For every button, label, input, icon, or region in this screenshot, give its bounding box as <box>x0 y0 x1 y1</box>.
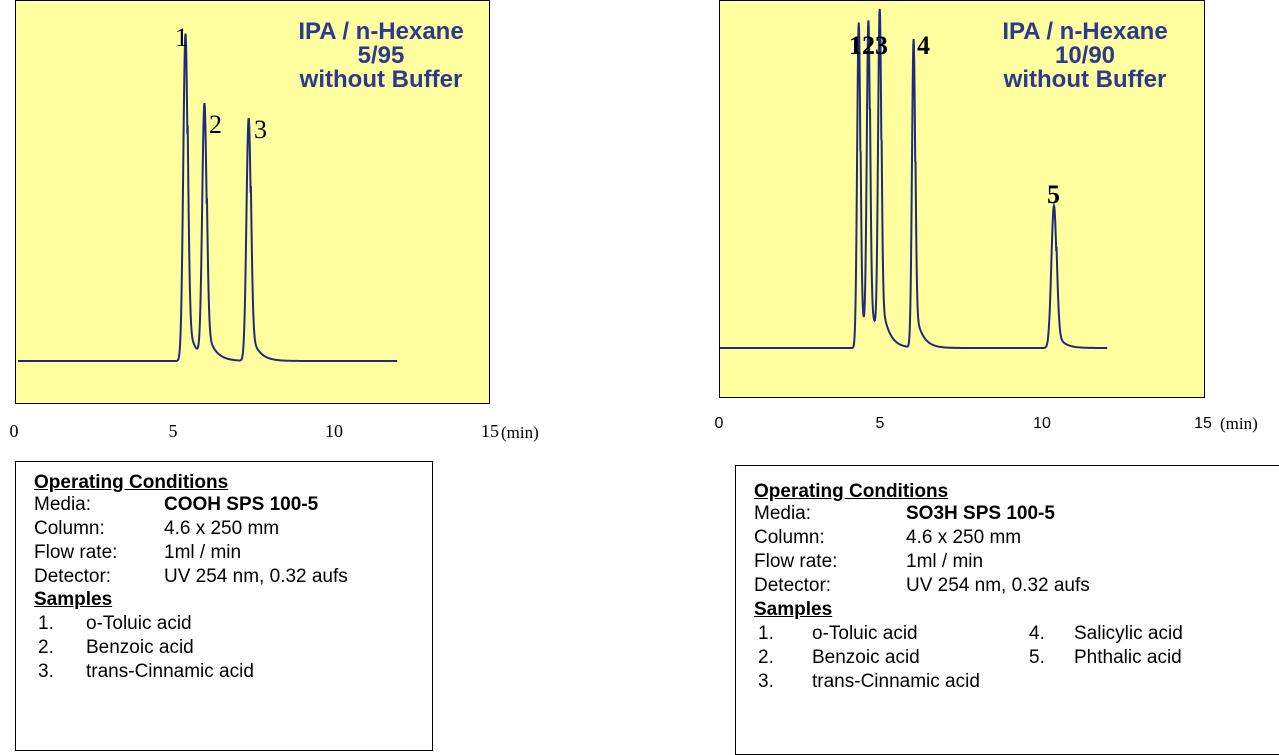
chart-title-left: IPA / n-Hexane 5/95 without Buffer <box>271 18 489 93</box>
column-value: 4.6 x 250 mm <box>906 527 1022 548</box>
chromatogram-trace <box>18 33 398 362</box>
detector-value: UV 254 nm, 0.32 aufs <box>164 566 348 587</box>
sample-name: Phthalic acid <box>1074 647 1182 668</box>
flow-rate-label: Flow rate: <box>754 551 838 572</box>
media-label: Media: <box>754 503 812 524</box>
title-line: 10/90 <box>1054 42 1116 69</box>
x-tick: 10 <box>1033 415 1051 432</box>
samples-heading: Samples <box>34 589 113 610</box>
chart-title-right: IPA / n-Hexane 10/90 without Buffer <box>975 20 1195 92</box>
title-line: IPA / n-Hexane <box>298 18 464 45</box>
peak-label-1: 1 <box>175 23 188 52</box>
sample-name: Benzoic acid <box>812 647 920 668</box>
chromatogram-right: IPA / n-Hexane 10/90 without Buffer 123 … <box>719 0 1205 398</box>
column-label: Column: <box>34 518 105 539</box>
x-tick: 0 <box>9 421 19 441</box>
title-line: without Buffer <box>299 66 463 93</box>
chromatogram-left: IPA / n-Hexane 5/95 without Buffer 1 2 3 <box>15 0 490 404</box>
detector-label: Detector: <box>34 566 112 587</box>
x-tick: 5 <box>875 415 885 432</box>
sample-num: 1. <box>38 613 54 634</box>
sample-num: 1. <box>758 623 774 644</box>
sample-num: 5. <box>1029 647 1045 668</box>
detector-value: UV 254 nm, 0.32 aufs <box>906 575 1090 596</box>
operating-conditions-heading: Operating Conditions <box>754 481 949 502</box>
x-tick: 15 <box>481 421 499 441</box>
title-line: 5/95 <box>357 42 405 69</box>
peak-label-2: 2 <box>209 110 222 139</box>
column-value: 4.6 x 250 mm <box>164 518 280 539</box>
peak-label-3: 3 <box>254 115 267 144</box>
peak-label-4: 4 <box>917 31 930 60</box>
conditions-box-left: Operating Conditions Media: COOH SPS 100… <box>15 461 433 751</box>
media-value: COOH SPS 100-5 <box>164 494 319 515</box>
detector-label: Detector: <box>754 575 832 596</box>
column-label: Column: <box>754 527 825 548</box>
title-line: IPA / n-Hexane <box>1002 18 1168 45</box>
sample-name: Salicylic acid <box>1074 623 1183 644</box>
sample-name: o-Toluic acid <box>812 623 918 644</box>
x-unit: (min) <box>501 423 539 442</box>
x-tick: 15 <box>1194 415 1212 432</box>
sample-num: 2. <box>758 647 774 668</box>
peak-label-123: 123 <box>849 31 888 60</box>
sample-num: 3. <box>758 671 774 692</box>
samples-heading: Samples <box>754 599 833 620</box>
chromatogram-left-svg <box>18 33 398 362</box>
sample-num: 4. <box>1029 623 1045 644</box>
peak-label-5: 5 <box>1047 180 1060 209</box>
sample-name: trans-Cinnamic acid <box>812 671 980 692</box>
sample-name: Benzoic acid <box>86 637 194 658</box>
sample-name: o-Toluic acid <box>86 613 192 634</box>
chromatogram-right-svg <box>720 8 1108 349</box>
flow-rate-label: Flow rate: <box>34 542 118 563</box>
x-tick: 0 <box>714 415 724 432</box>
flow-rate-value: 1ml / min <box>906 551 984 572</box>
x-tick: 10 <box>325 421 343 441</box>
x-unit: (min) <box>1220 414 1258 433</box>
media-label: Media: <box>34 494 92 515</box>
title-line: without Buffer <box>1003 66 1167 93</box>
flow-rate-value: 1ml / min <box>164 542 242 563</box>
sample-num: 3. <box>38 661 54 682</box>
chromatogram-trace <box>720 8 1108 349</box>
x-tick: 5 <box>168 421 178 441</box>
conditions-box-right: Operating Conditions Media: SO3H SPS 100… <box>735 465 1279 755</box>
sample-num: 2. <box>38 637 54 658</box>
sample-name: trans-Cinnamic acid <box>86 661 254 682</box>
operating-conditions-heading: Operating Conditions <box>34 472 229 493</box>
media-value: SO3H SPS 100-5 <box>906 503 1055 524</box>
